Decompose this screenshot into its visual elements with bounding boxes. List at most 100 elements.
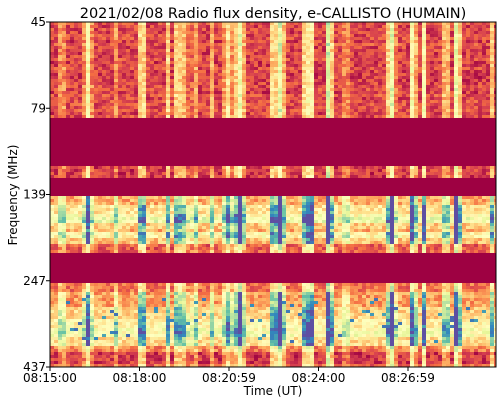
heatmap-cell — [438, 85, 442, 88]
heatmap-cell — [162, 112, 166, 115]
heatmap-cell — [50, 76, 54, 79]
heatmap-cell — [314, 142, 318, 145]
heatmap-cell — [230, 82, 234, 85]
heatmap-cell — [98, 82, 102, 85]
heatmap-cell — [478, 118, 482, 121]
heatmap-cell — [358, 115, 362, 118]
heatmap-cell — [202, 46, 206, 49]
heatmap-cell — [54, 31, 58, 34]
heatmap-cell — [282, 94, 286, 97]
heatmap-cell — [422, 70, 426, 73]
heatmap-cell — [214, 145, 218, 148]
heatmap-cell — [438, 82, 442, 85]
heatmap-cell — [434, 37, 438, 40]
heatmap-cell — [390, 121, 394, 124]
heatmap-cell — [66, 22, 70, 25]
heatmap-cell — [254, 85, 258, 88]
heatmap-cell — [186, 52, 190, 55]
heatmap-cell — [114, 91, 118, 94]
heatmap-cell — [146, 61, 150, 64]
heatmap-cell — [110, 67, 114, 70]
heatmap-cell — [458, 136, 462, 139]
heatmap-cell — [282, 25, 286, 28]
heatmap-cell — [98, 106, 102, 109]
heatmap-cell — [218, 154, 222, 157]
heatmap-cell — [298, 61, 302, 64]
heatmap-cell — [234, 25, 238, 28]
heatmap-cell — [338, 142, 342, 145]
heatmap-cell — [354, 106, 358, 109]
heatmap-cell — [462, 58, 466, 61]
heatmap-cell — [386, 58, 390, 61]
heatmap-cell — [126, 133, 130, 136]
heatmap-cell — [390, 28, 394, 31]
heatmap-cell — [310, 52, 314, 55]
heatmap-cell — [130, 133, 134, 136]
heatmap-cell — [390, 151, 394, 154]
heatmap-cell — [198, 79, 202, 82]
heatmap-cell — [198, 25, 202, 28]
heatmap-cell — [326, 58, 330, 61]
heatmap-cell — [186, 154, 190, 157]
heatmap-cell — [298, 91, 302, 94]
heatmap-cell — [454, 91, 458, 94]
heatmap-cell — [410, 148, 414, 151]
heatmap-cell — [222, 82, 226, 85]
heatmap-cell — [358, 100, 362, 103]
heatmap-cell — [366, 49, 370, 52]
heatmap-cell — [338, 124, 342, 127]
heatmap-cell — [78, 82, 82, 85]
heatmap-cell — [246, 88, 250, 91]
heatmap-cell — [402, 133, 406, 136]
heatmap-cell — [362, 136, 366, 139]
heatmap-cell — [310, 31, 314, 34]
heatmap-cell — [162, 136, 166, 139]
heatmap-cell — [98, 103, 102, 106]
heatmap-cell — [446, 145, 450, 148]
heatmap-cell — [118, 103, 122, 106]
heatmap-cell — [290, 106, 294, 109]
heatmap-cell — [110, 100, 114, 103]
heatmap-cell — [430, 64, 434, 67]
heatmap-cell — [354, 73, 358, 76]
heatmap-cell — [274, 49, 278, 52]
heatmap-cell — [454, 79, 458, 82]
heatmap-cell — [494, 46, 496, 49]
heatmap-cell — [198, 43, 202, 46]
heatmap-cell — [166, 121, 170, 124]
heatmap-cell — [374, 100, 378, 103]
heatmap-cell — [98, 49, 102, 52]
heatmap-cell — [442, 127, 446, 130]
heatmap-cell — [146, 103, 150, 106]
heatmap-cell — [206, 34, 210, 37]
heatmap-cell — [398, 91, 402, 94]
heatmap-cell — [62, 31, 66, 34]
heatmap-cell — [206, 103, 210, 106]
heatmap-cell — [490, 46, 494, 49]
heatmap-cell — [314, 100, 318, 103]
heatmap-cell — [474, 112, 478, 115]
heatmap-cell — [354, 25, 358, 28]
heatmap-cell — [366, 103, 370, 106]
heatmap-cell — [458, 46, 462, 49]
heatmap-cell — [270, 106, 274, 109]
heatmap-cell — [490, 148, 494, 151]
heatmap-cell — [442, 133, 446, 136]
heatmap-cell — [302, 40, 306, 43]
heatmap-cell — [354, 85, 358, 88]
heatmap-cell — [494, 121, 496, 124]
heatmap-cell — [242, 34, 246, 37]
heatmap-cell — [114, 67, 118, 70]
heatmap-cell — [318, 22, 322, 25]
heatmap-cell — [174, 70, 178, 73]
heatmap-cell — [438, 103, 442, 106]
heatmap-cell — [406, 148, 410, 151]
heatmap-cell — [62, 52, 66, 55]
heatmap-cell — [106, 97, 110, 100]
heatmap-cell — [434, 136, 438, 139]
heatmap-cell — [138, 52, 142, 55]
heatmap-cell — [298, 103, 302, 106]
heatmap-cell — [262, 124, 266, 127]
heatmap-cell — [446, 28, 450, 31]
heatmap-cell — [406, 31, 410, 34]
